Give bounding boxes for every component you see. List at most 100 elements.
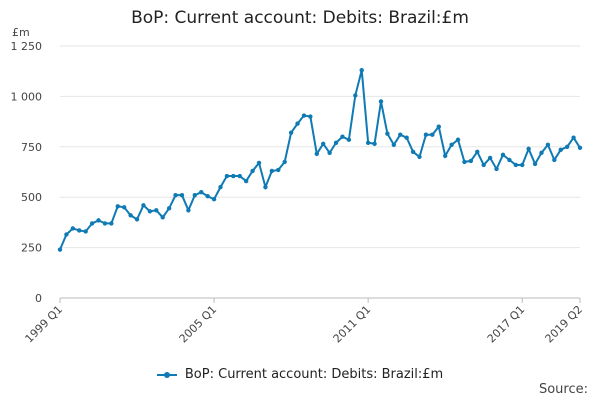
- data-point[interactable]: [404, 135, 409, 140]
- x-tick-label: 2011 Q1: [331, 303, 374, 346]
- series-line: [59, 69, 581, 251]
- data-point[interactable]: [577, 145, 583, 151]
- data-point[interactable]: [263, 184, 268, 190]
- data-point[interactable]: [539, 150, 544, 156]
- data-point[interactable]: [243, 178, 249, 184]
- data-point[interactable]: [436, 124, 441, 129]
- data-point[interactable]: [487, 155, 493, 161]
- data-point[interactable]: [455, 137, 461, 142]
- data-point[interactable]: [449, 142, 454, 147]
- data-point[interactable]: [398, 132, 403, 137]
- data-point[interactable]: [205, 193, 210, 199]
- data-point[interactable]: [346, 137, 352, 142]
- data-point[interactable]: [526, 146, 531, 152]
- y-tick-label: 500: [21, 191, 42, 204]
- data-point[interactable]: [410, 149, 416, 155]
- gridlines: [60, 45, 580, 299]
- data-point[interactable]: [564, 144, 570, 149]
- data-point[interactable]: [109, 221, 114, 226]
- data-point[interactable]: [340, 134, 345, 139]
- x-tick-label: 1999 Q1: [23, 303, 66, 346]
- data-point[interactable]: [308, 114, 313, 119]
- data-point[interactable]: [423, 132, 429, 137]
- data-point[interactable]: [391, 142, 397, 147]
- data-point[interactable]: [70, 226, 76, 231]
- data-point[interactable]: [365, 140, 371, 145]
- data-point[interactable]: [327, 150, 332, 156]
- data-point[interactable]: [179, 192, 185, 198]
- data-point[interactable]: [385, 131, 390, 136]
- y-axis-ticks: 0 250 500 750 1 000 1 250: [11, 40, 43, 305]
- chart-title: BoP: Current account: Debits: Brazil:£m: [131, 8, 469, 28]
- data-point[interactable]: [83, 229, 88, 234]
- data-point[interactable]: [430, 132, 435, 137]
- data-point[interactable]: [301, 113, 307, 118]
- data-point[interactable]: [295, 121, 300, 126]
- x-axis-ticks: 1999 Q1 2005 Q1 2011 Q1 2017 Q1 2019 Q2: [23, 298, 586, 346]
- data-point[interactable]: [475, 149, 480, 155]
- data-point[interactable]: [218, 184, 223, 190]
- data-point[interactable]: [173, 192, 178, 198]
- data-point[interactable]: [147, 209, 153, 214]
- data-point[interactable]: [96, 218, 101, 223]
- data-point[interactable]: [359, 67, 364, 73]
- data-point[interactable]: [532, 161, 538, 167]
- data-point[interactable]: [211, 197, 217, 202]
- data-point[interactable]: [64, 232, 69, 237]
- data-point[interactable]: [102, 221, 108, 226]
- data-point[interactable]: [468, 158, 474, 164]
- data-point[interactable]: [134, 217, 140, 222]
- data-point[interactable]: [462, 159, 467, 165]
- x-tick-label: 2019 Q2: [543, 303, 586, 346]
- data-point[interactable]: [160, 215, 165, 220]
- legend-label: BoP: Current account: Debits: Brazil:£m: [184, 367, 444, 382]
- data-point[interactable]: [199, 189, 204, 195]
- data-point[interactable]: [494, 166, 499, 172]
- data-point[interactable]: [288, 130, 294, 135]
- legend[interactable]: BoP: Current account: Debits: Brazil:£m: [0, 367, 600, 382]
- data-point[interactable]: [192, 192, 198, 198]
- data-point[interactable]: [321, 141, 326, 146]
- data-point[interactable]: [269, 168, 275, 174]
- data-point[interactable]: [513, 162, 519, 168]
- data-point[interactable]: [353, 93, 358, 98]
- data-point[interactable]: [520, 162, 525, 168]
- data-point[interactable]: [507, 157, 512, 163]
- series-points: [57, 67, 583, 252]
- data-point[interactable]: [314, 151, 319, 157]
- data-point[interactable]: [141, 203, 146, 208]
- data-point[interactable]: [250, 168, 255, 174]
- data-point[interactable]: [333, 140, 339, 145]
- data-point[interactable]: [545, 142, 551, 147]
- source-label: Source:: [538, 382, 588, 397]
- data-point[interactable]: [57, 247, 63, 252]
- data-point[interactable]: [166, 206, 172, 211]
- data-point[interactable]: [89, 221, 95, 226]
- data-point[interactable]: [276, 167, 281, 173]
- data-point[interactable]: [500, 152, 506, 158]
- legend-line-marker-icon: [156, 371, 177, 378]
- data-point[interactable]: [128, 213, 133, 218]
- x-tick-label: 2005 Q1: [177, 303, 220, 346]
- data-point[interactable]: [442, 153, 448, 159]
- data-point[interactable]: [224, 173, 230, 179]
- data-point[interactable]: [372, 141, 377, 146]
- data-point[interactable]: [115, 204, 120, 209]
- data-point[interactable]: [186, 208, 191, 213]
- data-point[interactable]: [256, 160, 262, 166]
- data-point[interactable]: [121, 205, 127, 210]
- data-point[interactable]: [231, 173, 236, 179]
- data-point[interactable]: [552, 157, 557, 163]
- data-point[interactable]: [237, 173, 242, 179]
- data-point[interactable]: [417, 154, 422, 160]
- data-point[interactable]: [481, 162, 486, 168]
- data-point[interactable]: [282, 159, 287, 165]
- data-point[interactable]: [77, 228, 82, 233]
- data-point[interactable]: [154, 208, 159, 213]
- data-point[interactable]: [558, 147, 563, 153]
- y-tick-label: 0: [35, 292, 42, 305]
- data-point[interactable]: [378, 99, 384, 104]
- data-point[interactable]: [571, 135, 576, 140]
- y-axis-unit-label: £m: [12, 26, 30, 39]
